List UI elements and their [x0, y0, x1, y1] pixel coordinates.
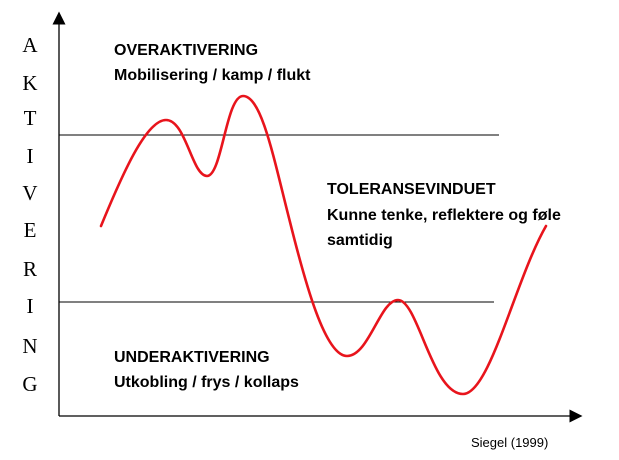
source-citation: Siegel (1999): [471, 435, 548, 450]
activation-curve: [99, 94, 548, 396]
y-axis-letter: I: [27, 294, 34, 318]
y-axis-letter: R: [23, 257, 37, 281]
overactivation-title: OVERAKTIVERING: [114, 42, 258, 59]
y-axis-letter: G: [22, 372, 37, 396]
tolerance-window-title: TOLERANSEVINDUET: [327, 181, 496, 198]
y-axis-letter: E: [24, 218, 37, 242]
y-axis-letter: T: [24, 106, 37, 130]
tolerance-window-line-2: samtidig: [327, 232, 393, 249]
underactivation-title: UNDERAKTIVERING: [114, 349, 270, 366]
y-axis-letter: V: [22, 181, 37, 205]
y-axis-letter: K: [22, 71, 37, 95]
y-axis-letter: I: [27, 144, 34, 168]
underactivation-subtitle: Utkobling / frys / kollaps: [114, 374, 299, 391]
overactivation-subtitle: Mobilisering / kamp / flukt: [114, 67, 311, 84]
y-axis-letter: A: [22, 33, 38, 57]
y-axis-letter: N: [22, 334, 37, 358]
tolerance-window-line-1: Kunne tenke, reflektere og føle: [327, 207, 561, 224]
